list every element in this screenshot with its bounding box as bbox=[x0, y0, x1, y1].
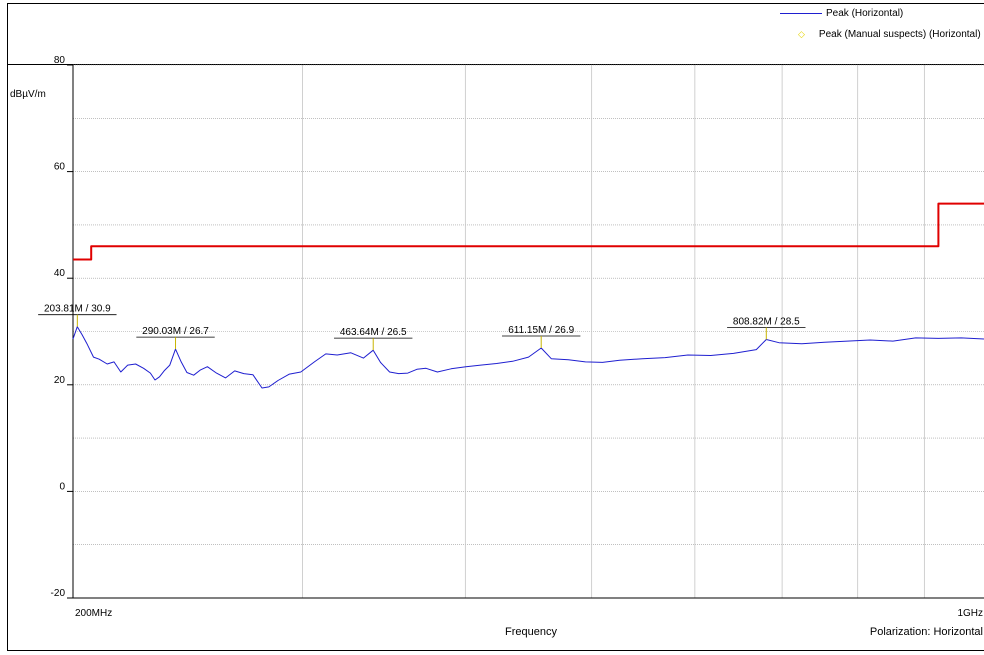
peak-label: 808.82M / 28.5 bbox=[733, 316, 800, 327]
legend-item-peak: Peak (Horizontal) bbox=[780, 8, 903, 19]
legend-item-label: Peak (Manual suspects) (Horizontal) bbox=[818, 29, 981, 40]
legend-divider bbox=[7, 64, 984, 65]
x-tick-label: 200MHz bbox=[75, 608, 112, 619]
peaks-layer: 203.81M / 30.9 290.03M / 26.7 463.64M / 26… bbox=[38, 304, 806, 351]
y-tick-label: 40 bbox=[54, 268, 66, 279]
y-tick-label: 20 bbox=[54, 375, 66, 386]
limit-line bbox=[73, 202, 984, 261]
x-tick-label: 1GHz bbox=[957, 608, 983, 619]
y-unit-label: dBµV/m bbox=[10, 89, 46, 100]
peak-marker: 611.15M / 26.9 bbox=[501, 325, 581, 349]
y-tick-label: 0 bbox=[59, 481, 65, 492]
peak-marker: 290.03M / 26.7 bbox=[136, 326, 215, 350]
peak-label: 611.15M / 26.9 bbox=[508, 325, 574, 336]
series-line-peak bbox=[72, 326, 984, 389]
y-tick-label: 80 bbox=[54, 55, 66, 66]
x-axis-title: Frequency bbox=[505, 626, 557, 638]
legend-line-icon bbox=[780, 12, 822, 14]
peak-marker: 808.82M / 28.5 bbox=[727, 316, 806, 340]
grid bbox=[73, 64, 984, 598]
chart-frame bbox=[7, 3, 984, 651]
y-tick-label: 60 bbox=[54, 162, 66, 173]
peak-marker: 463.64M / 26.5 bbox=[334, 327, 413, 351]
axes bbox=[67, 64, 984, 599]
legend-item-suspects: ◇ Peak (Manual suspects) (Horizontal) bbox=[798, 29, 981, 40]
peak-label: 290.03M / 26.7 bbox=[142, 326, 209, 337]
peak-label: 463.64M / 26.5 bbox=[340, 327, 407, 338]
diamond-icon: ◇ bbox=[798, 29, 805, 39]
y-tick-label: -20 bbox=[51, 588, 66, 599]
axis-labels: 80 60 40 20 0 -20 dBµV/m 200MHz 1GHz bbox=[10, 55, 983, 619]
polarization-label: Polarization: Horizontal bbox=[869, 626, 983, 638]
peak-marker: 203.81M / 30.9 bbox=[38, 304, 117, 327]
legend-item-label: Peak (Horizontal) bbox=[826, 8, 904, 19]
peak-label: 203.81M / 30.9 bbox=[44, 304, 111, 315]
series-layer bbox=[72, 202, 984, 389]
